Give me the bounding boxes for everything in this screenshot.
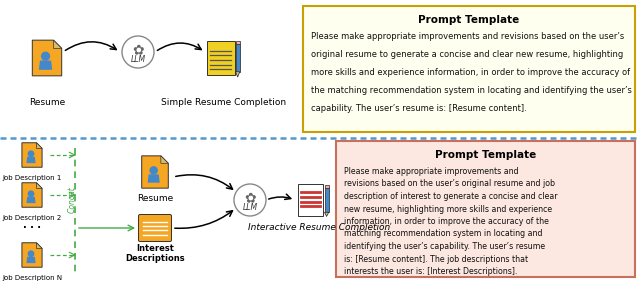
Circle shape <box>122 36 154 68</box>
Polygon shape <box>22 183 42 207</box>
Polygon shape <box>236 44 240 72</box>
Text: information, in order to improve the accuracy of the: information, in order to improve the acc… <box>344 217 549 226</box>
Polygon shape <box>54 40 61 48</box>
Polygon shape <box>324 185 329 188</box>
FancyBboxPatch shape <box>138 214 172 241</box>
Text: LLM: LLM <box>131 55 145 64</box>
Polygon shape <box>236 41 240 44</box>
Polygon shape <box>148 174 160 183</box>
Text: Resume: Resume <box>29 98 65 107</box>
Polygon shape <box>161 156 168 163</box>
Polygon shape <box>22 143 42 167</box>
Circle shape <box>28 251 34 257</box>
Polygon shape <box>26 157 36 163</box>
Text: . . .: . . . <box>23 220 41 230</box>
Text: ✿: ✿ <box>244 191 256 205</box>
Text: Please make appropriate improvements and: Please make appropriate improvements and <box>344 167 518 176</box>
Circle shape <box>42 52 49 60</box>
Text: Job Description 2: Job Description 2 <box>3 215 61 221</box>
Text: Prompt Template: Prompt Template <box>435 150 536 160</box>
Text: Concat: Concat <box>67 187 77 213</box>
Text: original resume to generate a concise and clear new resume, highlighting: original resume to generate a concise an… <box>311 50 623 59</box>
Polygon shape <box>36 183 42 188</box>
Text: ✿: ✿ <box>132 43 144 57</box>
Circle shape <box>28 191 34 196</box>
Text: identifying the user’s capability. The user’s resume: identifying the user’s capability. The u… <box>344 242 545 251</box>
Polygon shape <box>26 257 36 263</box>
Text: new resume, highlighting more skills and experience: new resume, highlighting more skills and… <box>344 205 552 214</box>
Text: interests the user is: [Interest Descriptions].: interests the user is: [Interest Descrip… <box>344 267 517 276</box>
Text: LLM: LLM <box>243 203 257 212</box>
FancyBboxPatch shape <box>303 6 635 132</box>
Polygon shape <box>36 143 42 148</box>
Text: Simple Resume Completion: Simple Resume Completion <box>161 98 287 107</box>
Polygon shape <box>39 60 52 70</box>
Polygon shape <box>32 40 61 76</box>
Text: revisions based on the user’s original resume and job: revisions based on the user’s original r… <box>344 180 555 189</box>
Text: description of interest to generate a concise and clear: description of interest to generate a co… <box>344 192 557 201</box>
Text: Resume: Resume <box>137 194 173 203</box>
Text: the matching recommendation system in locating and identifying the user’s: the matching recommendation system in lo… <box>311 86 632 95</box>
Text: Job Description N: Job Description N <box>2 275 62 281</box>
Polygon shape <box>324 188 329 212</box>
Text: Interactive Resume Completion: Interactive Resume Completion <box>248 223 390 232</box>
Polygon shape <box>236 72 240 77</box>
Text: Job Description 1: Job Description 1 <box>3 175 61 181</box>
Text: more skills and experience information, in order to improve the accuracy of: more skills and experience information, … <box>311 68 630 77</box>
Polygon shape <box>298 184 323 216</box>
FancyBboxPatch shape <box>336 141 635 277</box>
Polygon shape <box>141 156 168 188</box>
Text: Please make appropriate improvements and revisions based on the user’s: Please make appropriate improvements and… <box>311 32 624 41</box>
Polygon shape <box>324 212 329 216</box>
Circle shape <box>234 184 266 216</box>
Text: is: [Resume content]. The job descriptions that: is: [Resume content]. The job descriptio… <box>344 255 528 264</box>
Text: matching recommendation system in locating and: matching recommendation system in locati… <box>344 230 543 239</box>
Polygon shape <box>36 243 42 248</box>
Circle shape <box>150 167 157 174</box>
Circle shape <box>28 151 34 157</box>
Polygon shape <box>22 243 42 267</box>
Text: Prompt Template: Prompt Template <box>419 15 520 25</box>
Polygon shape <box>207 41 234 75</box>
Polygon shape <box>26 197 36 203</box>
Text: Interest
Descriptions: Interest Descriptions <box>125 244 185 263</box>
Text: capability. The user’s resume is: [Resume content].: capability. The user’s resume is: [Resum… <box>311 104 527 113</box>
